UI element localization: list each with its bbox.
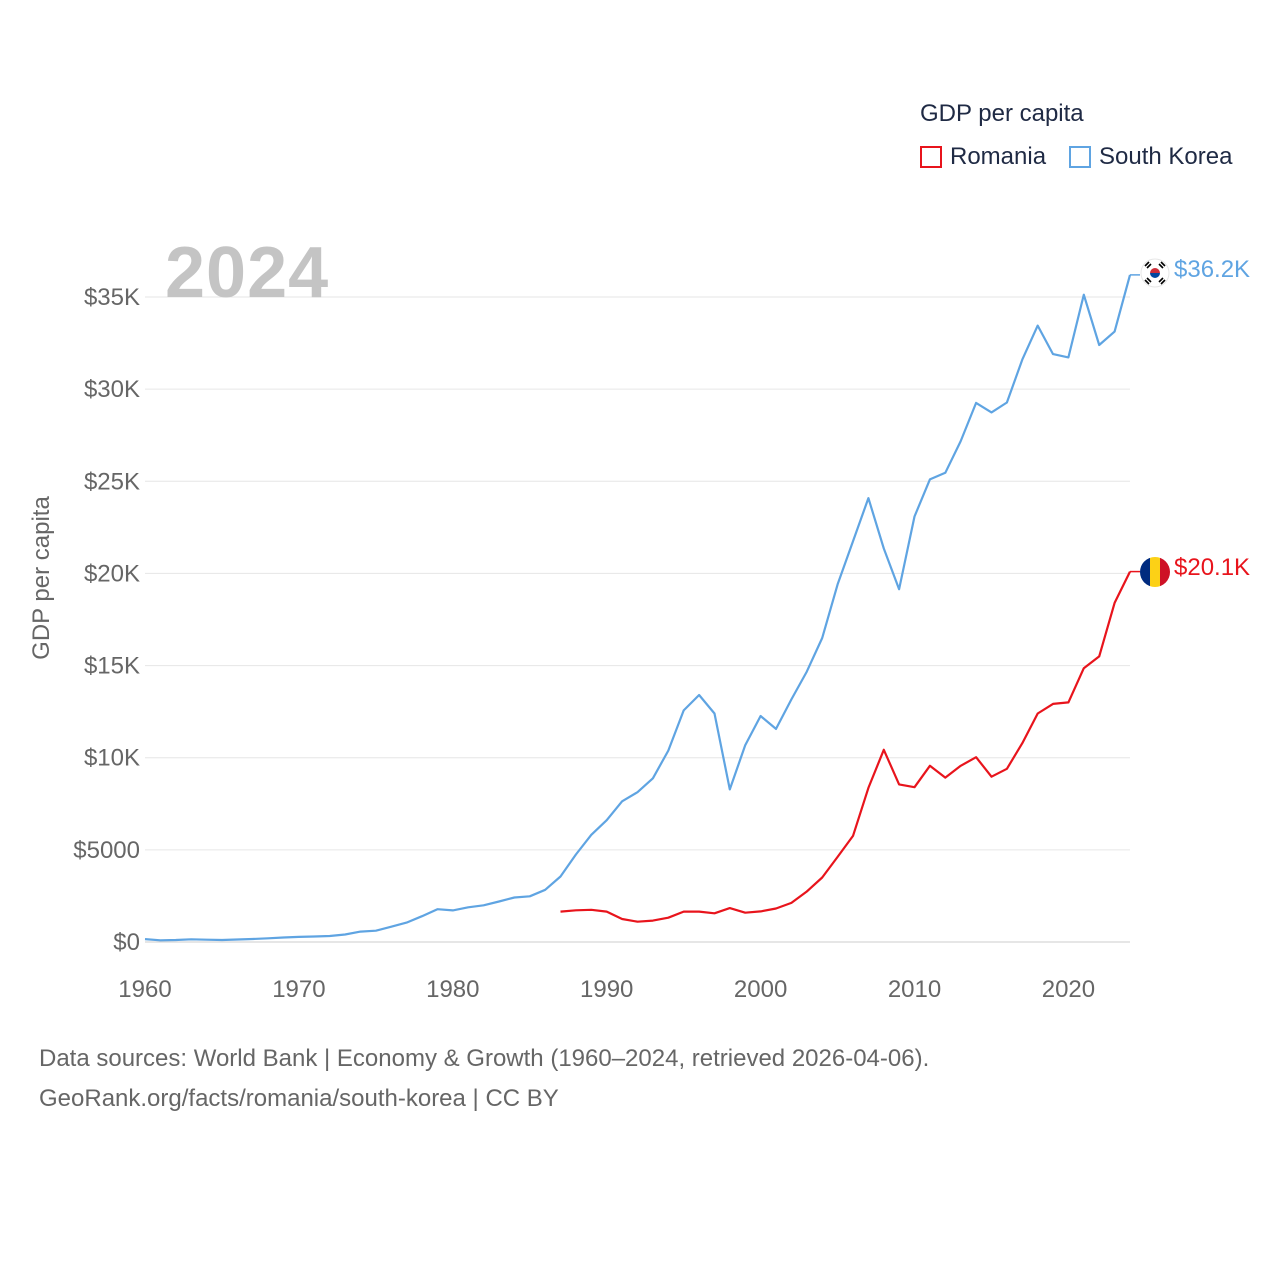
y-tick-label: $20K: [84, 560, 140, 587]
legend-item-south-korea[interactable]: South Korea: [1069, 143, 1232, 171]
footer-sources: Data sources: World Bank | Economy & Gro…: [39, 1045, 930, 1072]
series-end-flags: [1140, 258, 1170, 587]
y-axis-title: GDP per capita: [28, 496, 55, 660]
year-label: 2024: [165, 233, 330, 313]
grid-lines: [145, 296, 1130, 943]
legend-title: GDP per capita: [920, 100, 1084, 127]
y-tick-label: $35K: [84, 284, 140, 311]
x-axis-ticks: 1960 1970 1980 1990 2000 2010 2020: [118, 976, 1095, 1003]
end-value-romania: $20.1K: [1174, 554, 1251, 581]
x-tick-label: 2010: [888, 976, 941, 1003]
series-lines: [144, 274, 1140, 942]
x-tick-label: 1980: [426, 976, 479, 1003]
series-line-south-korea: [144, 274, 1132, 942]
x-tick-label: 2020: [1042, 976, 1095, 1003]
x-tick-label: 1970: [272, 976, 325, 1003]
y-tick-label: $0: [113, 929, 140, 956]
y-tick-label: $25K: [84, 468, 140, 495]
y-tick-label: $5000: [73, 837, 140, 864]
end-value-south-korea: $36.2K: [1174, 256, 1251, 283]
series-line-romania: [560, 571, 1131, 923]
legend-label-south-korea: South Korea: [1099, 143, 1233, 170]
romania-flag-icon: [1140, 557, 1170, 587]
y-tick-label: $15K: [84, 653, 140, 680]
south-korea-flag-icon: [1140, 258, 1170, 288]
y-tick-label: $30K: [84, 376, 140, 403]
legend-swatch-south-korea: [1069, 146, 1091, 168]
x-tick-label: 1960: [118, 976, 171, 1003]
legend-item-romania[interactable]: Romania: [920, 143, 1046, 171]
x-tick-label: 1990: [580, 976, 633, 1003]
y-axis-ticks: $0 $5000 $10K $15K $20K $25K $30K $35K: [73, 284, 140, 956]
legend-label-romania: Romania: [950, 143, 1047, 170]
x-tick-label: 2000: [734, 976, 787, 1003]
y-tick-label: $10K: [84, 745, 140, 772]
legend-swatch-romania: [920, 146, 942, 168]
footer-link[interactable]: GeoRank.org/facts/romania/south-korea | …: [39, 1085, 559, 1112]
